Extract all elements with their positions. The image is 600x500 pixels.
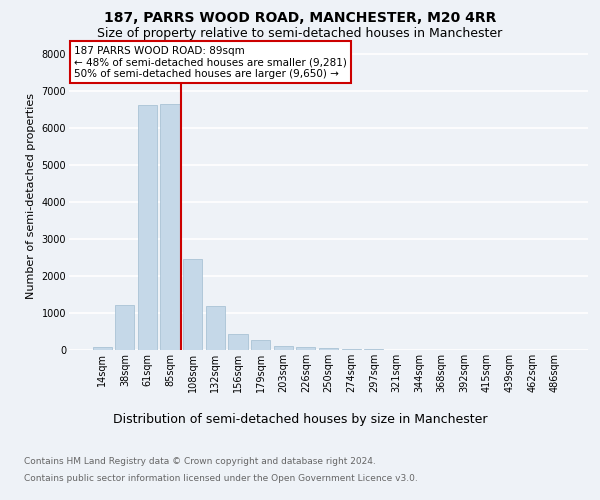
Bar [206, 306, 225, 350]
Bar [319, 348, 338, 350]
Text: 187 PARRS WOOD ROAD: 89sqm
← 48% of semi-detached houses are smaller (9,281)
50%: 187 PARRS WOOD ROAD: 89sqm ← 48% of semi… [74, 46, 347, 79]
Bar [160, 104, 180, 350]
Bar [251, 340, 270, 350]
Text: Contains public sector information licensed under the Open Government Licence v3: Contains public sector information licen… [24, 474, 418, 483]
Bar [296, 347, 316, 350]
Text: Contains HM Land Registry data © Crown copyright and database right 2024.: Contains HM Land Registry data © Crown c… [24, 458, 376, 466]
Y-axis label: Number of semi-detached properties: Number of semi-detached properties [26, 93, 36, 299]
Bar [229, 334, 248, 350]
Bar [341, 349, 361, 350]
Text: Size of property relative to semi-detached houses in Manchester: Size of property relative to semi-detach… [97, 28, 503, 40]
Bar [115, 305, 134, 350]
Bar [183, 259, 202, 350]
Text: Distribution of semi-detached houses by size in Manchester: Distribution of semi-detached houses by … [113, 412, 487, 426]
Bar [274, 346, 293, 350]
Bar [138, 106, 157, 350]
Text: 187, PARRS WOOD ROAD, MANCHESTER, M20 4RR: 187, PARRS WOOD ROAD, MANCHESTER, M20 4R… [104, 11, 496, 25]
Bar [92, 348, 112, 350]
